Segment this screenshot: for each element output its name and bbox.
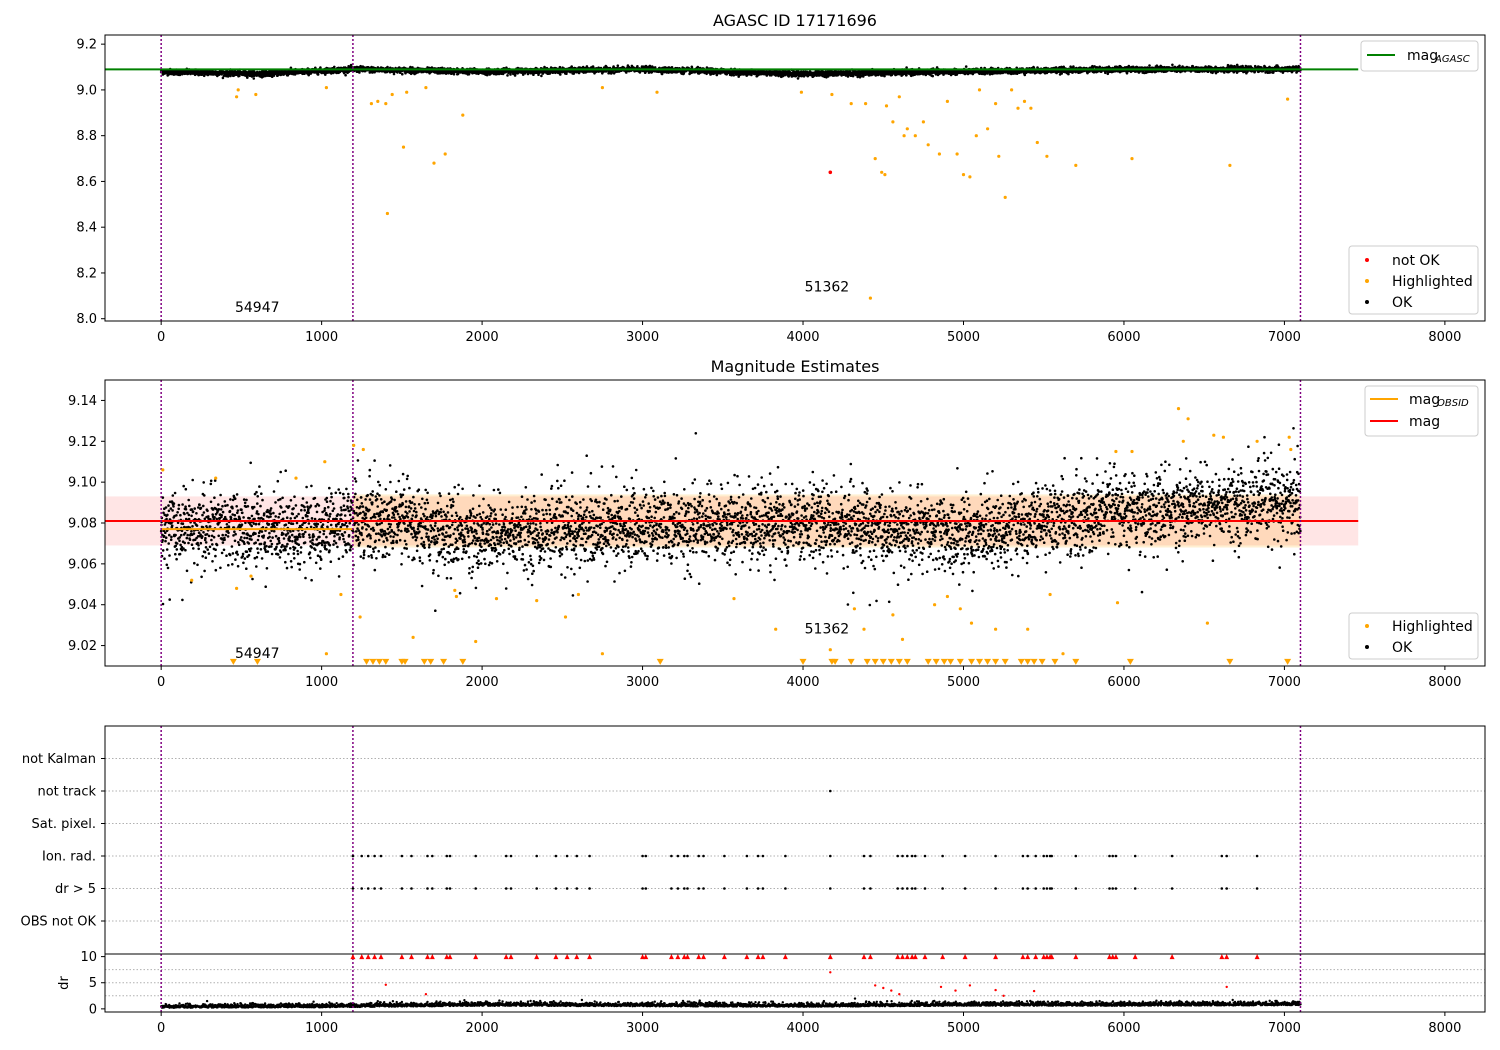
ok-point bbox=[540, 74, 543, 78]
ok-point bbox=[344, 73, 347, 77]
ok-point bbox=[526, 72, 530, 76]
ok-point bbox=[349, 63, 353, 67]
ok-point bbox=[358, 71, 361, 74]
ok-point bbox=[931, 74, 934, 78]
ok-point bbox=[616, 64, 620, 67]
ok-point bbox=[509, 73, 512, 76]
ok-point bbox=[316, 73, 320, 76]
ok-point bbox=[532, 73, 535, 76]
ok-point bbox=[964, 65, 968, 68]
chart-title: AGASC ID 17171696 bbox=[713, 11, 877, 30]
ok-point bbox=[411, 66, 414, 69]
ok-point bbox=[452, 72, 456, 76]
ok-point bbox=[513, 74, 517, 77]
ok-point bbox=[1023, 73, 1027, 77]
ok-point bbox=[392, 72, 396, 76]
ok-point bbox=[591, 65, 595, 68]
ok-point bbox=[559, 73, 562, 76]
ok-point bbox=[333, 65, 336, 69]
plot-area bbox=[105, 35, 1359, 321]
ok-point bbox=[696, 65, 700, 69]
ok-point bbox=[252, 77, 256, 80]
ok-point bbox=[272, 74, 276, 77]
ok-point bbox=[796, 77, 800, 80]
ok-point bbox=[246, 76, 249, 79]
ok-point bbox=[732, 74, 736, 77]
ok-point bbox=[565, 72, 568, 75]
ok-point bbox=[401, 72, 404, 76]
ok-point bbox=[368, 71, 372, 74]
ok-point bbox=[386, 65, 389, 69]
ok-point bbox=[883, 74, 886, 78]
ok-point bbox=[221, 76, 225, 80]
ok-point bbox=[398, 71, 402, 74]
ok-point bbox=[506, 74, 509, 77]
